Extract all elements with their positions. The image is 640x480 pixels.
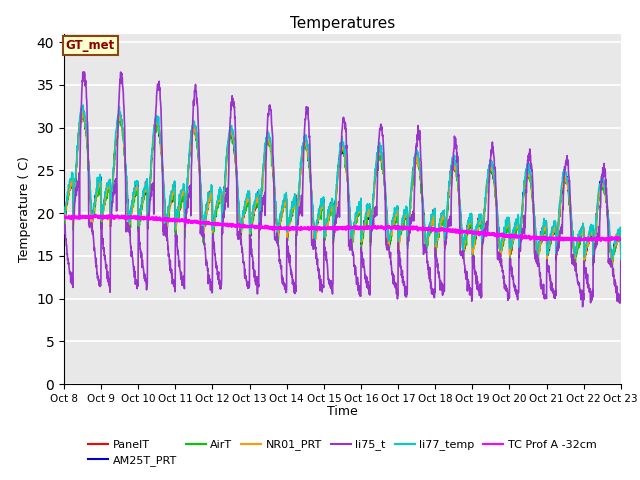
Y-axis label: Temperature ( C): Temperature ( C)	[18, 156, 31, 262]
X-axis label: Time: Time	[327, 405, 358, 418]
Text: GT_met: GT_met	[66, 39, 115, 52]
Title: Temperatures: Temperatures	[290, 16, 395, 31]
Legend: PanelT, AM25T_PRT, AirT, NR01_PRT, li75_t, li77_temp, TC Prof A -32cm: PanelT, AM25T_PRT, AirT, NR01_PRT, li75_…	[84, 435, 601, 470]
